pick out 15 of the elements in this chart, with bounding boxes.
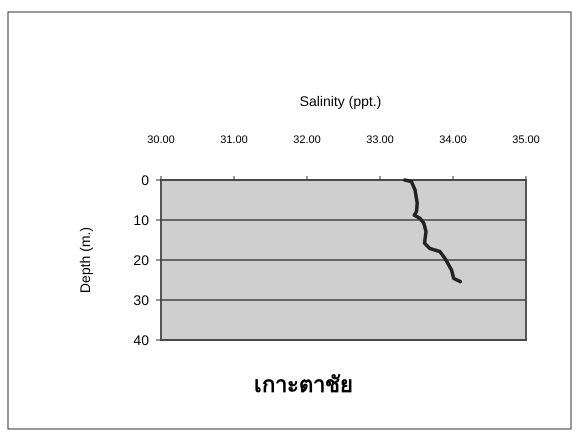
y-tick-label: 30	[133, 292, 150, 308]
text: เกาะตาชัย	[254, 372, 353, 397]
x-tick-label: 31.00	[220, 134, 248, 146]
x-axis-title: Salinity (ppt.)	[300, 93, 382, 109]
line-series	[403, 178, 462, 284]
y-tick-label: 10	[133, 212, 150, 228]
y-tick-label: 40	[133, 332, 150, 348]
x-tick-label: 33.00	[366, 134, 394, 146]
y-tick-label: 20	[133, 252, 150, 268]
x-tick-label: 30.00	[147, 134, 175, 146]
x-tick-label: 32.00	[293, 134, 321, 146]
x-tick-label: 34.00	[439, 134, 467, 146]
y-tick-label: 0	[141, 172, 150, 188]
y-axis-title: Depth (m.)	[77, 226, 93, 294]
x-tick-label: 35.00	[512, 134, 540, 146]
